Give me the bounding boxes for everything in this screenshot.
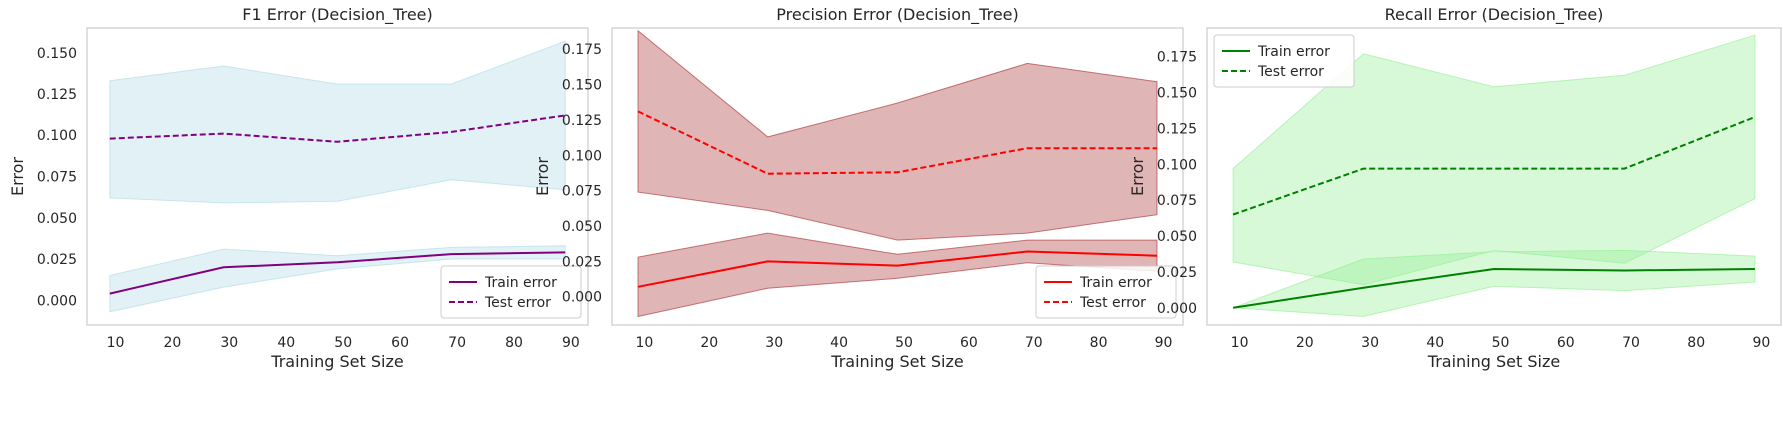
- chart-title: Recall Error (Decision_Tree): [1385, 5, 1604, 25]
- y-tick-label: 0.025: [562, 254, 602, 270]
- y-axis-label: Error: [1128, 157, 1147, 196]
- x-tick-label: 90: [1752, 335, 1770, 351]
- x-tick-label: 50: [334, 335, 352, 351]
- x-tick-label: 90: [1155, 335, 1173, 351]
- x-axis-label: Training Set Size: [1427, 352, 1560, 371]
- band-test-error: [637, 29, 1158, 241]
- x-tick-label: 20: [163, 335, 181, 351]
- legend-label: Train error: [1257, 44, 1330, 60]
- line-test-error: [637, 110, 1157, 175]
- legend: Train error Test error: [1213, 34, 1355, 88]
- x-tick-label: 40: [277, 335, 295, 351]
- chart-panel-1: 10 20 30 40 50 60 70 80 90 0.000 0.025 0.050 0.075 0.…: [8, 5, 589, 371]
- chart-title: F1 Error (Decision_Tree): [242, 5, 433, 25]
- legend-label: Test error: [1079, 295, 1146, 311]
- legend: Train error Test error: [1035, 265, 1177, 319]
- y-tick-label: 0.100: [562, 148, 602, 164]
- x-tick-label: 30: [220, 335, 238, 351]
- y-tick-label: 0.050: [1157, 229, 1197, 245]
- legend-label: Train error: [484, 275, 557, 291]
- line-test-error: [1232, 116, 1756, 216]
- y-tick-label: 0.000: [1157, 301, 1197, 317]
- x-tick-label: 80: [1687, 335, 1705, 351]
- legend-label: Test error: [484, 295, 551, 311]
- y-tick-label: 0.150: [562, 78, 602, 94]
- band-train-error: [109, 245, 566, 313]
- x-tick-label: 80: [505, 335, 523, 351]
- x-tick-label: 70: [448, 335, 466, 351]
- band-test-error: [109, 40, 566, 204]
- chart-panel-2: 10 20 30 40 50 60 70 80 90 0.000 0.025 0.050 0.075 0.…: [533, 5, 1184, 371]
- x-tick-label: 40: [1426, 335, 1444, 351]
- legend-box: [440, 265, 582, 319]
- y-tick-label: 0.125: [1157, 121, 1197, 137]
- y-tick-label: 0.075: [1157, 193, 1197, 209]
- band-test-error: [1232, 34, 1756, 286]
- y-tick-label: 0.000: [562, 290, 602, 306]
- y-tick-label: 0.175: [562, 42, 602, 58]
- x-tick-label: 70: [1622, 335, 1640, 351]
- legend: Train error Test error: [440, 265, 582, 319]
- y-tick-label: 0.025: [1157, 265, 1197, 281]
- y-tick-label: 0.075: [562, 184, 602, 200]
- y-tick-label: 0.050: [562, 219, 602, 235]
- legend-label: Test error: [1257, 64, 1324, 80]
- legend-label: Train error: [1079, 275, 1152, 291]
- y-tick-label: 0.025: [37, 252, 77, 268]
- x-tick-label: 70: [1025, 335, 1043, 351]
- plot-frame: [86, 27, 589, 326]
- y-tick-label: 0.100: [37, 128, 77, 144]
- x-axis-label: Training Set Size: [830, 352, 963, 371]
- chart-panel-3: 10 20 30 40 50 60 70 80 90 0.000 0.025 0.050 0.075 0.…: [1128, 5, 1782, 371]
- y-tick-label: 0.050: [37, 211, 77, 227]
- y-tick-label: 0.125: [562, 113, 602, 129]
- x-tick-label: 10: [635, 335, 653, 351]
- x-tick-label: 30: [765, 335, 783, 351]
- y-axis-label: Error: [8, 157, 27, 196]
- y-tick-label: 0.175: [1157, 50, 1197, 66]
- x-tick-label: 60: [960, 335, 978, 351]
- x-tick-label: 60: [391, 335, 409, 351]
- line-train-error: [637, 250, 1158, 288]
- x-tick-label: 60: [1557, 335, 1575, 351]
- y-tick-label: 0.100: [1157, 157, 1197, 173]
- x-tick-label: 20: [700, 335, 718, 351]
- y-tick-label: 0.150: [1157, 86, 1197, 102]
- line-train-error: [1232, 267, 1755, 309]
- x-tick-label: 10: [1231, 335, 1249, 351]
- x-tick-label: 30: [1361, 335, 1379, 351]
- x-axis-label: Training Set Size: [270, 352, 403, 371]
- x-tick-label: 90: [562, 335, 580, 351]
- y-tick-label: 0.125: [37, 87, 77, 103]
- line-train-error: [109, 251, 566, 295]
- x-tick-label: 50: [895, 335, 913, 351]
- y-tick-label: 0.150: [37, 46, 77, 62]
- x-tick-label: 20: [1296, 335, 1314, 351]
- legend-box: [1035, 265, 1177, 319]
- plot-frame: [611, 27, 1184, 326]
- legend-box: [1213, 34, 1355, 88]
- plot-frame: [1206, 27, 1782, 326]
- chart-title: Precision Error (Decision_Tree): [776, 5, 1019, 25]
- y-axis-label: Error: [533, 157, 552, 196]
- y-tick-label: 0.075: [37, 170, 77, 186]
- x-tick-label: 50: [1492, 335, 1510, 351]
- x-tick-label: 40: [830, 335, 848, 351]
- line-test-error: [109, 114, 566, 143]
- y-tick-label: 0.000: [37, 293, 77, 309]
- x-tick-label: 10: [107, 335, 125, 351]
- x-tick-label: 80: [1090, 335, 1108, 351]
